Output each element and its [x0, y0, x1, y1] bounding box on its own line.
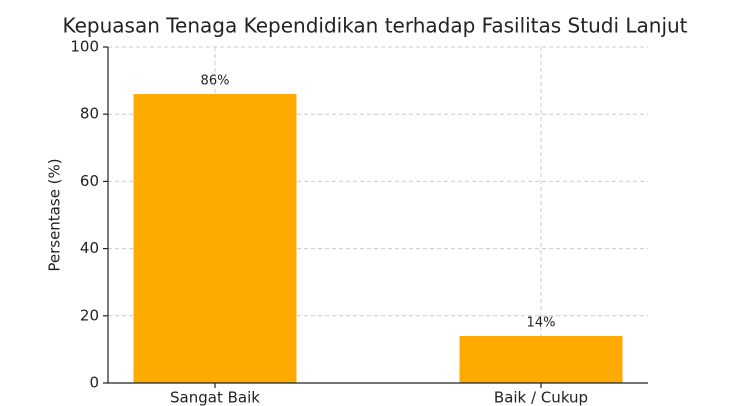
bar [459, 335, 623, 383]
data-label: 14% [527, 315, 556, 330]
bar [133, 94, 297, 383]
y-tick-label: 40 [80, 239, 99, 257]
chart-title: Kepuasan Tenaga Kependidikan terhadap Fa… [62, 14, 687, 38]
y-tick-label: 80 [80, 105, 99, 123]
y-tick-label: 100 [70, 38, 99, 56]
x-tick-label: Baik / Cukup [494, 389, 588, 406]
y-tick-label: 20 [80, 306, 99, 324]
y-tick-label: 0 [89, 374, 99, 392]
x-tick-label: Sangat Baik [170, 389, 260, 406]
data-label: 86% [201, 74, 230, 89]
y-axis-label: Persentase (%) [46, 158, 64, 271]
y-tick-label: 60 [80, 172, 99, 190]
